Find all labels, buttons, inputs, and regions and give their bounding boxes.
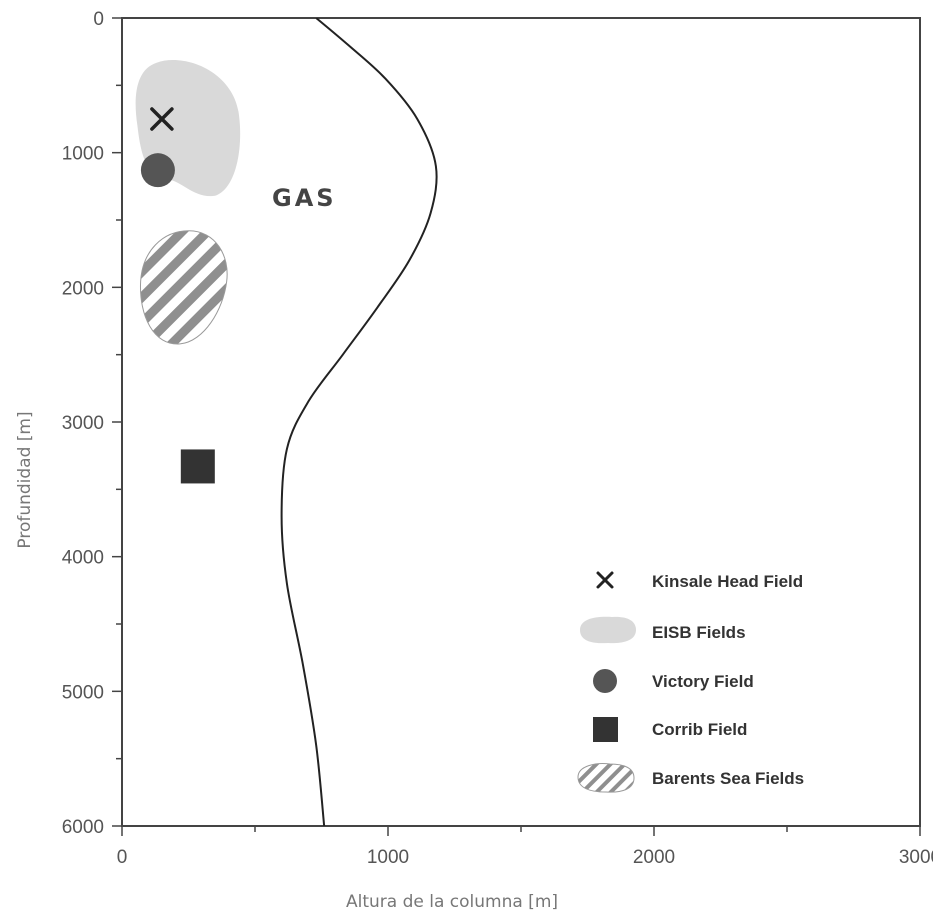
x-tick-label: 1000 (367, 847, 409, 868)
y-tick-label: 4000 (62, 548, 104, 569)
x-axis-title: Altura de la columna [m] (346, 892, 558, 912)
y-axis: 0 1000 2000 3000 4000 5000 6000 (62, 9, 122, 838)
victory-field-marker (140, 153, 175, 188)
y-tick-label: 0 (93, 9, 104, 30)
legend-square-icon (593, 717, 618, 742)
x-tick-label: 0 (117, 847, 128, 868)
corrib-field-marker (180, 449, 215, 484)
y-tick-label: 3000 (62, 413, 104, 434)
x-tick-label: 3000 (899, 847, 933, 868)
legend-label: Victory Field (652, 672, 754, 691)
cross-stroke (150, 107, 174, 131)
y-tick-label: 5000 (62, 682, 104, 703)
plot-frame (121, 17, 921, 827)
legend-label: Corrib Field (652, 720, 747, 739)
y-axis-title: Profundidad [m] (15, 411, 35, 548)
plot-area (135, 18, 438, 826)
legend-item-barents: Barents Sea Fields (577, 763, 804, 793)
legend-label: Kinsale Head Field (652, 572, 803, 591)
legend: Kinsale Head Field EISB Fields Victory F… (577, 571, 804, 793)
gas-region-label: GAS (272, 184, 337, 212)
legend-blob-icon (580, 616, 636, 644)
barents-sea-fields-region (140, 230, 228, 345)
legend-item-corrib: Corrib Field (593, 717, 747, 742)
legend-item-kinsale: Kinsale Head Field (596, 571, 803, 591)
legend-circle-icon (593, 669, 617, 693)
legend-item-eisb: EISB Fields (580, 616, 746, 644)
legend-item-victory: Victory Field (593, 669, 754, 693)
x-tick-label: 2000 (633, 847, 675, 868)
legend-hatched-blob-icon (577, 763, 635, 793)
legend-label: Barents Sea Fields (652, 769, 804, 788)
y-tick-label: 6000 (62, 817, 104, 838)
gas-boundary-curve (280, 18, 438, 826)
x-axis: 0 1000 2000 3000 (117, 826, 933, 868)
y-tick-label: 1000 (62, 144, 104, 165)
y-tick-label: 2000 (62, 278, 104, 299)
kinsale-head-field-marker (150, 107, 174, 131)
legend-cross-icon (596, 571, 614, 589)
legend-label: EISB Fields (652, 623, 746, 642)
